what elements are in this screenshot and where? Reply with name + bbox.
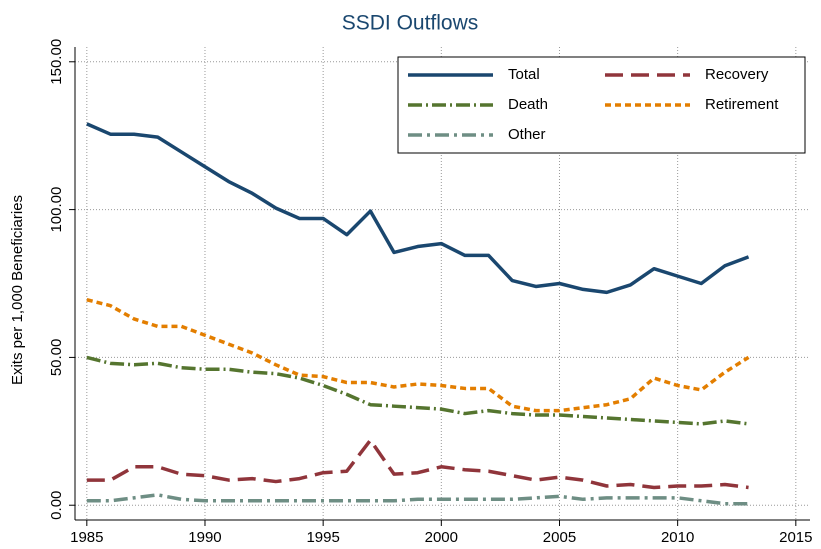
chart-title: SSDI Outflows (342, 12, 479, 35)
x-tick-label: 2010 (661, 529, 694, 546)
legend-label: Other (508, 126, 546, 143)
series-line (86, 122, 750, 295)
x-tick-label: 1990 (188, 529, 221, 546)
legend-label: Retirement (705, 96, 779, 113)
y-tick-label: 0.00 (48, 491, 65, 520)
series-line (86, 298, 750, 413)
legend-label: Recovery (705, 66, 769, 83)
y-tick-label: 100.00 (48, 187, 65, 233)
series-line (86, 355, 749, 426)
y-axis-label: Exits per 1,000 Beneficiaries (9, 195, 26, 385)
series-line (86, 493, 749, 506)
x-tick-label: 2000 (425, 529, 458, 546)
x-tick-label: 2015 (779, 529, 812, 546)
y-tick-label: 150.00 (48, 39, 65, 85)
x-tick-label: 2005 (543, 529, 576, 546)
legend-label: Death (508, 96, 548, 113)
x-tick-label: 1985 (70, 529, 103, 546)
legend-label: Total (508, 66, 540, 83)
x-tick-label: 1995 (306, 529, 339, 546)
y-tick-label: 50.00 (48, 339, 65, 377)
series-line (86, 438, 749, 490)
